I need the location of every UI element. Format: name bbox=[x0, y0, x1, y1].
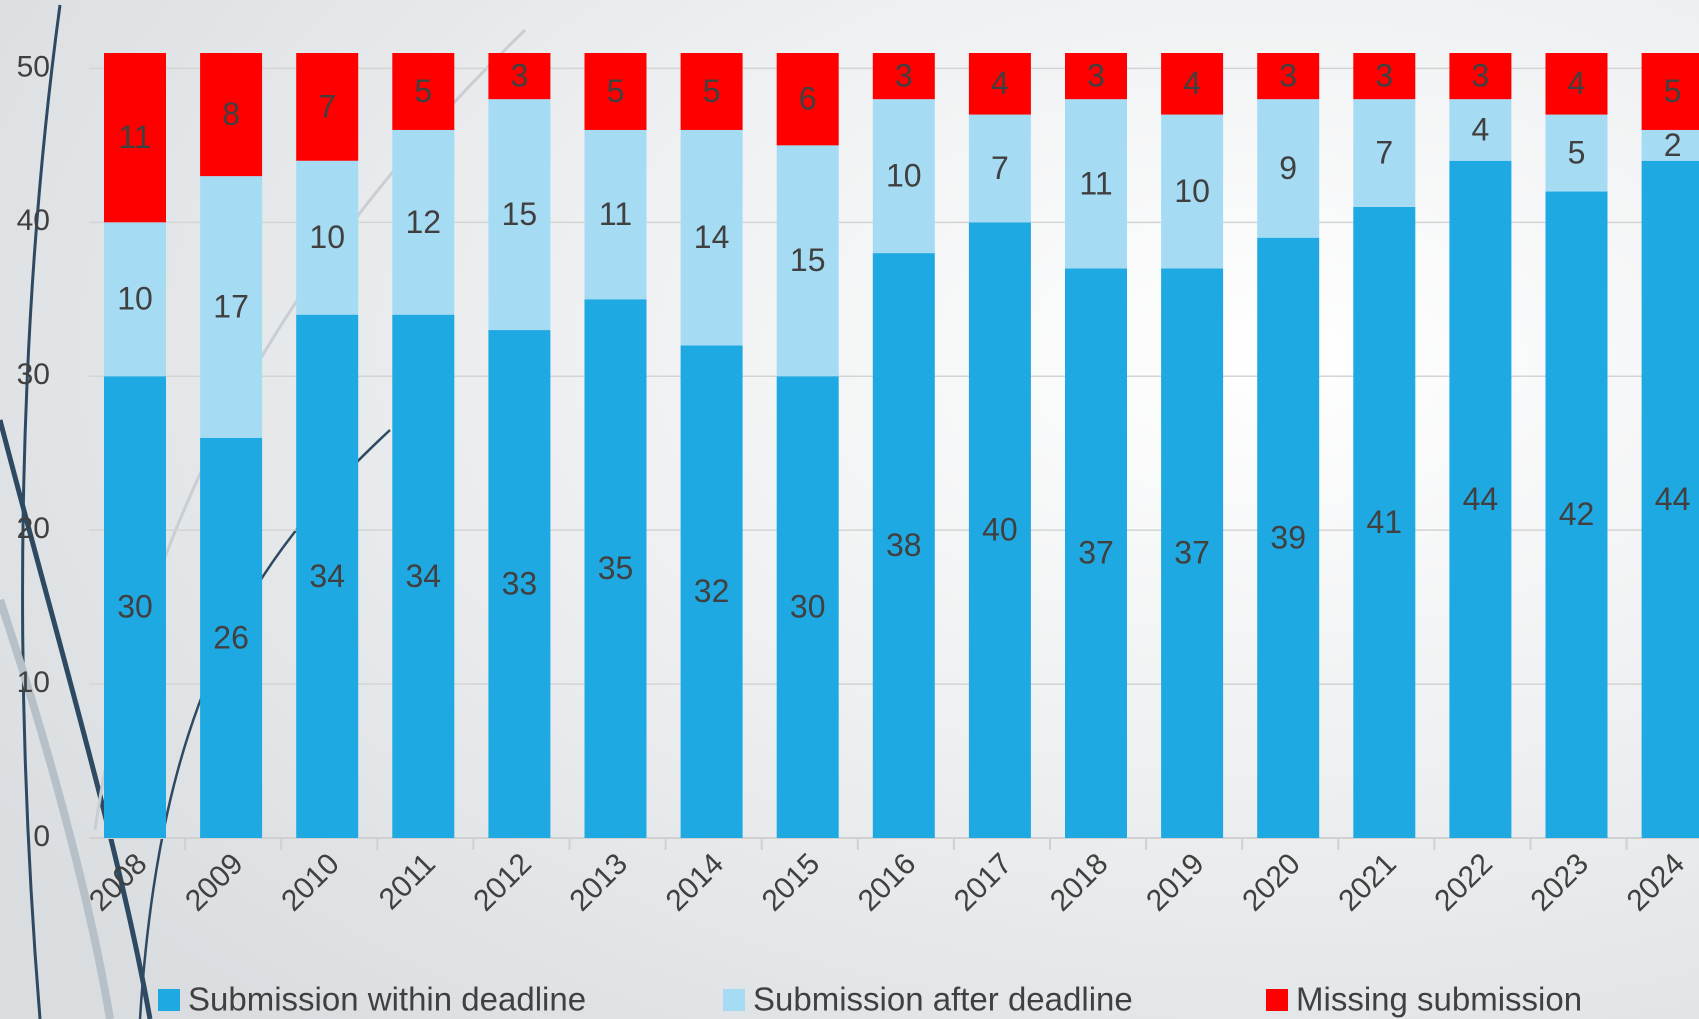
data-label: 30 bbox=[117, 589, 153, 625]
data-label: 7 bbox=[318, 88, 336, 124]
data-label: 4 bbox=[991, 65, 1009, 101]
data-label: 4 bbox=[1568, 65, 1586, 101]
data-label: 40 bbox=[982, 512, 1018, 548]
data-label: 3 bbox=[1087, 58, 1105, 94]
legend-swatch bbox=[723, 989, 745, 1011]
data-label: 44 bbox=[1463, 481, 1499, 517]
data-label: 17 bbox=[213, 288, 249, 324]
data-label: 10 bbox=[309, 219, 345, 255]
data-label: 41 bbox=[1367, 504, 1403, 540]
data-label: 12 bbox=[406, 204, 442, 240]
data-label: 32 bbox=[694, 573, 730, 609]
data-label: 11 bbox=[599, 196, 632, 232]
y-tick-label: 10 bbox=[17, 666, 50, 699]
data-label: 37 bbox=[1078, 535, 1114, 571]
data-label: 3 bbox=[1472, 58, 1490, 94]
data-label: 39 bbox=[1270, 519, 1306, 555]
data-label: 10 bbox=[886, 158, 922, 194]
data-label: 3 bbox=[511, 58, 529, 94]
data-label: 5 bbox=[1568, 135, 1586, 171]
y-tick-label: 30 bbox=[17, 358, 50, 391]
data-label: 15 bbox=[502, 196, 538, 232]
legend-label: Missing submission bbox=[1296, 981, 1582, 1018]
data-label: 6 bbox=[799, 81, 817, 117]
data-label: 3 bbox=[895, 58, 913, 94]
y-tick-label: 20 bbox=[17, 512, 50, 545]
data-label: 2 bbox=[1664, 127, 1682, 163]
data-label: 5 bbox=[607, 73, 625, 109]
data-label: 30 bbox=[790, 589, 826, 625]
legend-swatch bbox=[158, 989, 180, 1011]
data-label: 11 bbox=[118, 119, 151, 155]
page: 0102030405030101120082617820093410720103… bbox=[0, 0, 1699, 1019]
y-tick-label: 50 bbox=[17, 50, 50, 83]
data-label: 7 bbox=[1375, 135, 1393, 171]
data-label: 34 bbox=[309, 558, 345, 594]
data-label: 42 bbox=[1559, 496, 1595, 532]
data-label: 4 bbox=[1472, 111, 1490, 147]
data-label: 38 bbox=[886, 527, 922, 563]
legend-label: Submission within deadline bbox=[188, 981, 586, 1018]
data-label: 15 bbox=[790, 242, 826, 278]
y-tick-label: 40 bbox=[17, 204, 50, 237]
data-label: 4 bbox=[1183, 65, 1201, 101]
data-label: 10 bbox=[1174, 173, 1210, 209]
y-tick-label: 0 bbox=[33, 820, 50, 853]
data-label: 7 bbox=[991, 150, 1009, 186]
legend-swatch bbox=[1266, 989, 1288, 1011]
data-label: 37 bbox=[1174, 535, 1210, 571]
data-label: 10 bbox=[117, 281, 153, 317]
data-label: 9 bbox=[1279, 150, 1297, 186]
data-label: 5 bbox=[414, 73, 432, 109]
data-label: 5 bbox=[703, 73, 721, 109]
legend-label: Submission after deadline bbox=[753, 981, 1133, 1018]
data-label: 11 bbox=[1079, 165, 1112, 201]
data-label: 3 bbox=[1375, 58, 1393, 94]
data-label: 44 bbox=[1655, 481, 1691, 517]
data-label: 8 bbox=[222, 96, 240, 132]
data-label: 34 bbox=[406, 558, 442, 594]
data-label: 35 bbox=[598, 550, 634, 586]
data-label: 3 bbox=[1279, 58, 1297, 94]
chart: 0102030405030101120082617820093410720103… bbox=[0, 0, 1699, 1019]
data-label: 14 bbox=[694, 219, 730, 255]
data-label: 5 bbox=[1664, 73, 1682, 109]
data-label: 26 bbox=[213, 619, 249, 655]
data-label: 33 bbox=[502, 565, 538, 601]
